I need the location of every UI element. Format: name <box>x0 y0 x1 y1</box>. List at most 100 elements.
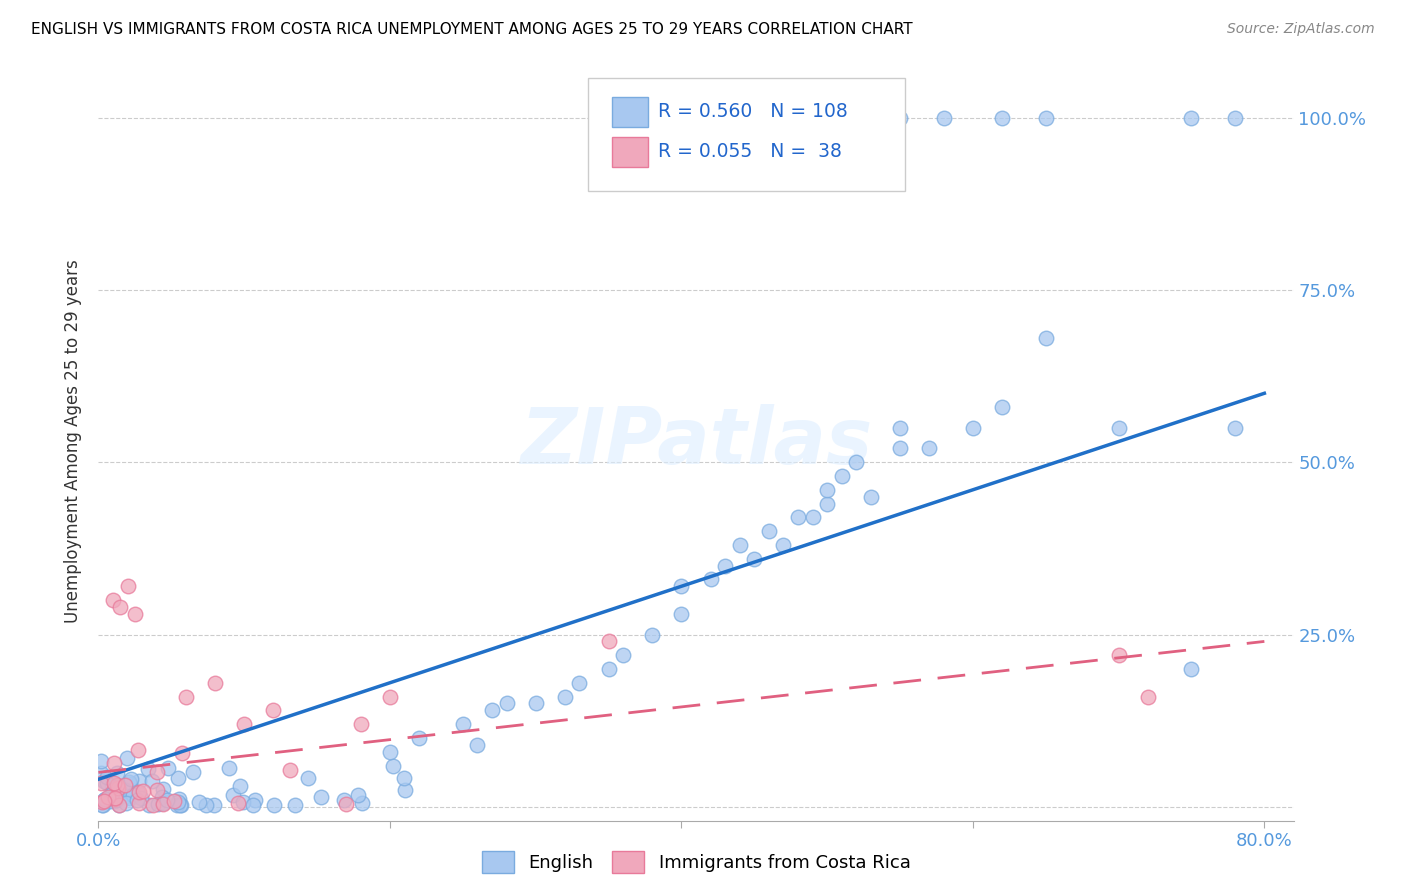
Point <box>103 779 125 793</box>
FancyBboxPatch shape <box>613 136 648 167</box>
Point <box>1035 331 1057 345</box>
Point <box>311 790 333 805</box>
Point <box>991 400 1014 414</box>
Point <box>226 796 249 810</box>
Point <box>105 787 128 801</box>
Text: Source: ZipAtlas.com: Source: ZipAtlas.com <box>1227 22 1375 37</box>
Point <box>117 579 139 593</box>
Point <box>183 764 205 779</box>
Point <box>146 783 169 797</box>
Point <box>1180 111 1202 125</box>
Point <box>107 787 129 801</box>
Point <box>167 792 190 806</box>
Point <box>278 763 301 777</box>
Point <box>991 111 1014 125</box>
Point <box>714 111 737 125</box>
Point <box>167 796 190 810</box>
Point <box>107 781 129 796</box>
Point <box>128 796 150 810</box>
Point <box>103 791 125 805</box>
Point <box>138 798 160 813</box>
Point <box>1108 421 1130 435</box>
Point <box>163 794 186 808</box>
Point <box>728 538 751 552</box>
Point <box>598 634 620 648</box>
Point <box>202 798 225 813</box>
Point <box>166 798 188 813</box>
Point <box>378 690 401 704</box>
Point <box>96 789 118 804</box>
Point <box>103 756 125 771</box>
Point <box>115 796 138 810</box>
Point <box>108 798 131 813</box>
Y-axis label: Unemployment Among Ages 25 to 29 years: Unemployment Among Ages 25 to 29 years <box>65 260 83 624</box>
Point <box>117 789 139 803</box>
Text: ZIPatlas: ZIPatlas <box>520 403 872 480</box>
Point <box>91 798 114 813</box>
FancyBboxPatch shape <box>589 78 905 191</box>
Point <box>145 764 167 779</box>
Point <box>568 675 591 690</box>
Point <box>125 793 148 807</box>
Point <box>1180 662 1202 676</box>
Point <box>495 697 517 711</box>
Point <box>481 703 503 717</box>
Point <box>107 779 129 793</box>
Point <box>612 648 634 663</box>
Point <box>378 745 401 759</box>
Point <box>127 786 149 800</box>
Point <box>90 795 112 809</box>
Point <box>815 497 838 511</box>
Point <box>1136 690 1159 704</box>
Legend: English, Immigrants from Costa Rica: English, Immigrants from Costa Rica <box>474 843 918 880</box>
Point <box>141 774 163 789</box>
Point <box>96 775 118 789</box>
Point <box>103 777 125 791</box>
Point <box>120 772 142 786</box>
Point <box>1225 421 1247 435</box>
Text: R = 0.055   N =  38: R = 0.055 N = 38 <box>658 143 842 161</box>
Point <box>394 783 416 797</box>
Point <box>218 761 240 775</box>
Point <box>554 690 576 704</box>
Point <box>889 442 911 456</box>
Point <box>156 761 179 775</box>
Point <box>170 797 193 812</box>
Point <box>242 797 264 812</box>
Point <box>222 788 245 802</box>
Point <box>671 579 693 593</box>
Point <box>598 662 620 676</box>
Point <box>889 111 911 125</box>
Point <box>815 483 838 497</box>
Point <box>262 703 284 717</box>
Point <box>889 421 911 435</box>
Point <box>1225 111 1247 125</box>
Point <box>350 717 373 731</box>
Point <box>101 593 124 607</box>
Point <box>131 790 153 805</box>
Point <box>93 774 115 789</box>
Point <box>169 798 191 813</box>
Point <box>263 798 285 813</box>
Point <box>699 573 721 587</box>
Point <box>93 794 115 808</box>
Point <box>188 796 211 810</box>
Point <box>90 765 112 780</box>
Point <box>132 784 155 798</box>
Point <box>104 792 127 806</box>
Point <box>121 788 143 802</box>
Point <box>524 697 547 711</box>
Point <box>114 778 136 792</box>
Point <box>128 774 150 789</box>
Point <box>335 797 357 811</box>
Point <box>103 775 125 789</box>
Text: R = 0.560   N = 108: R = 0.560 N = 108 <box>658 103 848 121</box>
Point <box>845 455 868 469</box>
Point <box>108 798 131 813</box>
Point <box>117 750 139 764</box>
Point <box>859 490 882 504</box>
Point <box>392 772 415 786</box>
Point <box>742 551 765 566</box>
Point <box>714 558 737 573</box>
Point <box>297 772 319 786</box>
